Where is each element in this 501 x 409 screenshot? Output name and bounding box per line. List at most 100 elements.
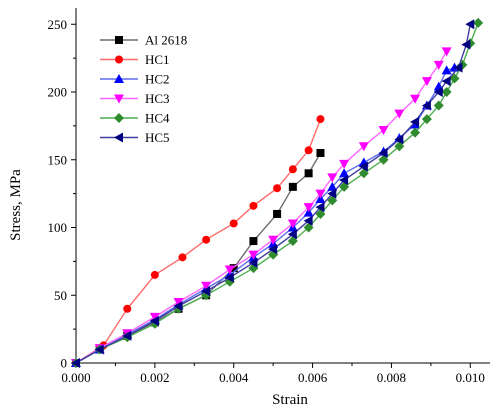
data-point-hc4 [394,141,405,152]
x-axis-title: Strain [272,392,308,408]
data-point-hc4 [287,236,298,247]
data-point-hc5 [410,116,420,127]
data-point-hc5 [358,161,368,172]
legend-marker-hc5 [114,132,123,143]
legend-label-al-2618: Al 2618 [145,33,187,48]
x-tick-label: 0.000 [61,370,90,385]
data-point-al-2618 [316,148,325,157]
data-point-hc4 [358,168,369,179]
data-point-hc3 [394,109,405,119]
legend-item-hc4: HC4 [100,111,170,126]
data-point-hc3 [287,219,298,229]
data-point-hc5 [287,229,297,240]
legend-marker-hc1 [115,55,123,64]
data-point-hc3 [224,265,235,275]
data-point-al-2618 [304,169,313,178]
y-tick-label: 0 [61,356,68,371]
x-tick-label: 0.010 [456,370,485,385]
data-point-hc4 [449,73,460,84]
data-point-hc4 [441,87,452,98]
y-axis-title: Stress, MPa [8,169,24,241]
legend-marker-hc3 [114,94,124,104]
data-point-hc4 [303,222,314,233]
legend-marker-al-2618 [115,36,123,44]
legend-label-hc5: HC5 [145,130,170,145]
y-tick-label: 250 [48,17,68,32]
legend-item-hc3: HC3 [100,91,170,106]
data-point-hc1 [304,146,313,155]
data-point-hc5 [461,39,471,50]
x-tick-label: 0.008 [377,370,406,385]
legend-marker-hc4 [114,113,124,123]
data-point-hc5 [327,188,337,199]
data-point-hc4 [473,17,484,28]
data-point-hc1 [123,304,132,313]
data-point-hc5 [441,76,451,87]
data-point-hc4 [327,195,338,206]
data-point-hc5 [339,175,349,186]
data-point-hc4 [410,127,421,138]
series-hc2 [71,62,460,367]
data-point-hc3 [315,189,326,199]
data-point-hc5 [453,62,463,73]
legend-label-hc3: HC3 [145,91,170,106]
series-hc4 [71,17,484,368]
series-line-hc2 [75,66,455,364]
legend-item-hc5: HC5 [100,130,170,145]
data-point-hc5 [173,301,183,312]
legend-item-hc2: HC2 [100,72,170,87]
legend-label-hc2: HC2 [145,72,170,87]
series-hc5 [71,19,475,368]
y-tick-label: 200 [48,85,68,100]
legend-item-al-2618: Al 2618 [100,33,187,48]
data-point-hc3 [441,47,452,57]
data-point-hc1 [273,184,282,193]
x-tick-label: 0.004 [219,370,249,385]
data-point-hc5 [465,19,475,30]
data-point-hc4 [339,181,350,192]
data-point-al-2618 [273,209,282,218]
series-line-hc1 [75,118,322,364]
data-point-hc2 [339,168,350,178]
x-tick-label: 0.002 [140,370,169,385]
data-point-hc1 [202,235,211,244]
x-tick-label: 0.006 [298,370,328,385]
series-al-2618 [72,148,325,367]
data-point-hc5 [303,215,313,226]
data-point-hc5 [315,202,325,213]
data-point-hc4 [315,208,326,219]
data-point-hc3 [410,94,421,104]
data-point-hc3 [358,142,369,152]
legend-label-hc1: HC1 [145,52,170,67]
series-line-hc4 [75,22,479,364]
y-tick-label: 150 [48,152,68,167]
data-point-hc5 [248,257,258,268]
data-point-hc1 [150,270,159,279]
legend-label-hc4: HC4 [145,111,170,126]
data-point-hc3 [327,173,338,183]
data-point-hc1 [178,253,187,262]
data-point-hc3 [201,281,212,291]
data-point-hc5 [149,315,159,326]
data-point-hc2 [327,181,338,191]
data-point-hc3 [421,77,432,87]
data-point-hc1 [249,201,258,210]
data-point-hc5 [94,344,104,355]
data-point-hc5 [394,134,404,145]
series-hc1 [72,115,325,367]
data-point-hc3 [268,235,279,245]
series-layer [71,17,484,368]
data-point-hc5 [201,286,211,297]
legend: Al 2618 HC1 HC2 HC3 HC4 HC5 [100,33,187,145]
data-point-hc5 [71,358,80,368]
data-point-al-2618 [229,264,238,273]
data-point-hc5 [224,272,234,283]
data-point-hc3 [339,159,350,169]
legend-marker-hc2 [114,74,124,83]
data-point-hc5 [421,100,431,111]
y-tick-label: 100 [48,220,68,235]
series-line-hc5 [75,24,471,364]
data-point-hc3 [303,203,314,213]
